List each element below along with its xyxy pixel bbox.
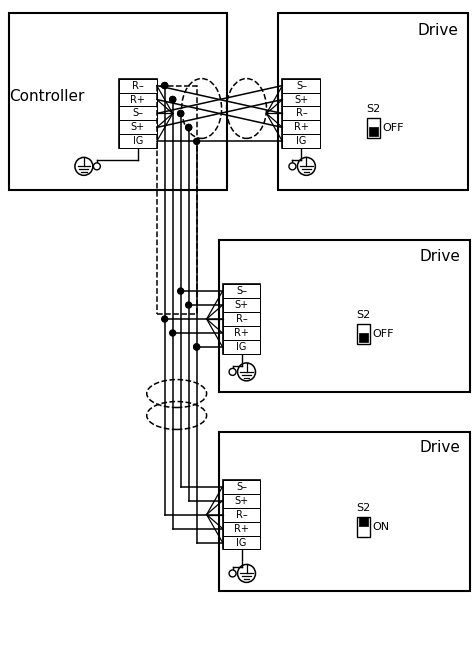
Bar [223, 284, 260, 354]
Circle shape [194, 344, 200, 350]
Bar [119, 79, 157, 92]
Text: S2: S2 [366, 105, 380, 114]
Circle shape [178, 111, 184, 116]
Circle shape [186, 302, 191, 308]
Bar [283, 120, 320, 135]
Text: S+: S+ [235, 495, 248, 506]
Bar [9, 13, 227, 190]
Text: S–: S– [132, 109, 143, 118]
Bar [119, 107, 157, 120]
Bar [359, 517, 368, 526]
Text: Controller: Controller [10, 89, 85, 104]
Circle shape [178, 288, 184, 294]
Bar [119, 120, 157, 135]
Text: S+: S+ [131, 122, 145, 133]
Bar [283, 79, 320, 92]
Bar [283, 107, 320, 120]
Bar [119, 92, 157, 107]
Bar [223, 326, 260, 340]
Text: IG: IG [237, 538, 247, 547]
Text: R+: R+ [294, 122, 309, 133]
Bar [223, 536, 260, 549]
Bar [218, 240, 470, 392]
Text: ON: ON [373, 521, 390, 532]
Bar [283, 135, 320, 148]
Bar [223, 480, 260, 549]
Circle shape [229, 369, 236, 376]
Text: S2: S2 [356, 502, 370, 513]
Text: S2: S2 [356, 310, 370, 320]
Bar [119, 79, 157, 148]
Bar [283, 79, 320, 148]
Text: S–: S– [296, 81, 307, 90]
Text: Drive: Drive [418, 23, 458, 38]
Circle shape [289, 163, 296, 170]
Bar [357, 324, 370, 344]
Circle shape [194, 344, 200, 350]
Bar [223, 312, 260, 326]
Bar [357, 517, 370, 536]
Bar [157, 86, 197, 314]
Text: OFF: OFF [383, 124, 404, 133]
Circle shape [94, 163, 100, 170]
Circle shape [186, 124, 191, 131]
Text: S+: S+ [294, 94, 308, 105]
Text: R–: R– [132, 81, 143, 90]
Circle shape [162, 83, 168, 88]
Bar [223, 480, 260, 493]
Circle shape [162, 83, 168, 88]
Bar [218, 432, 470, 592]
Text: Drive: Drive [419, 249, 461, 264]
Circle shape [170, 96, 176, 103]
Text: R+: R+ [234, 523, 249, 534]
Circle shape [178, 111, 184, 116]
Bar [223, 493, 260, 508]
Circle shape [186, 124, 191, 131]
Bar [119, 135, 157, 148]
Text: IG: IG [133, 136, 143, 146]
Bar [223, 340, 260, 354]
Text: S–: S– [236, 286, 247, 296]
Bar [223, 508, 260, 521]
Text: IG: IG [296, 136, 306, 146]
Circle shape [229, 570, 236, 577]
Text: R+: R+ [130, 94, 145, 105]
Circle shape [162, 316, 168, 322]
Bar [359, 333, 368, 342]
Circle shape [170, 330, 176, 336]
Text: R+: R+ [234, 328, 249, 338]
Text: R–: R– [236, 314, 247, 324]
Text: R–: R– [236, 510, 247, 519]
Text: S–: S– [236, 482, 247, 491]
Text: IG: IG [237, 342, 247, 352]
Bar [223, 521, 260, 536]
Text: S+: S+ [235, 300, 248, 310]
Circle shape [194, 138, 200, 144]
Bar [278, 13, 468, 190]
Bar [369, 127, 378, 136]
Text: R–: R– [295, 109, 307, 118]
Bar [223, 284, 260, 298]
Bar [283, 92, 320, 107]
Circle shape [170, 96, 176, 103]
Bar [367, 118, 380, 138]
Text: Drive: Drive [419, 440, 461, 455]
Bar [223, 298, 260, 312]
Text: OFF: OFF [373, 329, 394, 339]
